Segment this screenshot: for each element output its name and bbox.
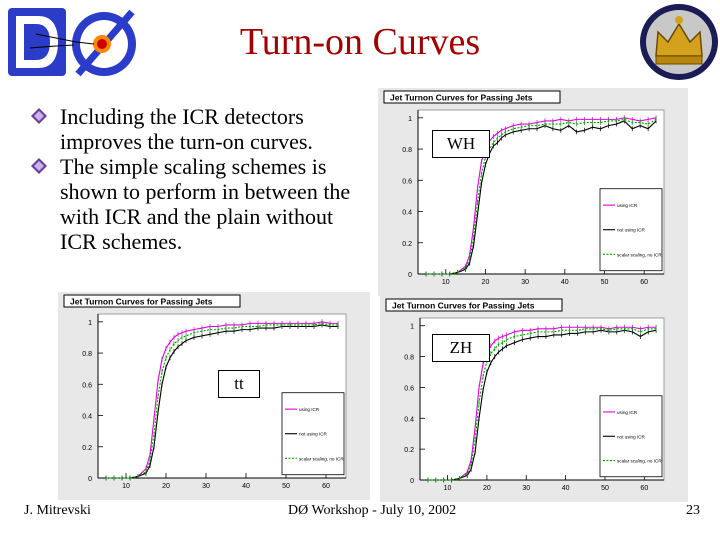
footer-event: DØ Workshop - July 10, 2002	[288, 503, 457, 518]
diamond-bullet-icon	[31, 108, 47, 124]
y-tick-label: 0.6	[82, 382, 92, 389]
bullet-text: Including the ICR detectors improves the…	[60, 104, 313, 154]
chart-tag-tt: tt	[218, 370, 260, 398]
y-tick-label: 0.4	[404, 416, 414, 423]
y-tick-label: 1	[408, 116, 412, 123]
x-tick-label: 60	[640, 279, 648, 286]
legend-label: not using ICR	[299, 432, 328, 437]
y-tick-label: 0.8	[402, 147, 412, 154]
chart-title-box	[385, 298, 563, 312]
x-tick-label: 20	[483, 485, 491, 492]
x-tick-label: 30	[521, 279, 529, 286]
slide-title: Turn-on Curves	[239, 21, 481, 63]
x-tick-label: 10	[444, 485, 452, 492]
legend-label: using ICR	[617, 203, 638, 208]
x-tick-label: 30	[522, 485, 530, 492]
y-tick-label: 0.4	[402, 210, 412, 217]
footer-page-number: 23	[686, 503, 700, 518]
x-tick-label: 40	[562, 485, 570, 492]
chart-panel-tt: Jet Turnon Curves for Passing Jets 0 0.2 0.…	[58, 292, 370, 500]
legend-label: scalar scaling, no ICR	[617, 459, 662, 464]
chart-title: Jet Turnon Curves for Passing Jets	[392, 301, 535, 311]
chart-tag-zh: ZH	[432, 334, 490, 362]
bullet-text: The simple scaling schemes is shown to p…	[60, 154, 351, 254]
series-line	[427, 328, 657, 481]
x-tick-label: 60	[322, 483, 330, 490]
chart-panel-zh: Jet Turnon Curves for Passing Jets 0 0.2 0.…	[380, 296, 688, 502]
legend-label: using ICR	[299, 407, 320, 412]
y-tick-label: 0.6	[402, 178, 412, 185]
y-tick-label: 0	[88, 476, 92, 483]
x-tick-label: 50	[282, 483, 290, 490]
chart-tag-wh: WH	[432, 130, 490, 158]
bullet-item: Including the ICR detectors improves the…	[28, 104, 368, 154]
d0-logo	[8, 8, 136, 77]
y-tick-label: 0	[410, 478, 414, 485]
x-tick-label: 10	[122, 483, 130, 490]
x-tick-label: 50	[601, 485, 609, 492]
footer-author: J. Mitrevski	[24, 503, 91, 518]
y-tick-label: 0.2	[82, 445, 92, 452]
legend-label: scalar scaling, no ICR	[299, 456, 344, 461]
x-tick-label: 30	[202, 483, 210, 490]
y-tick-label: 0	[408, 272, 412, 279]
legend-label: not using ICR	[617, 434, 646, 439]
y-tick-label: 1	[410, 324, 414, 331]
bullet-item: The simple scaling schemes is shown to p…	[28, 154, 368, 254]
y-tick-label: 0.4	[82, 414, 92, 421]
x-tick-label: 20	[482, 279, 490, 286]
chart-title-box	[383, 90, 561, 104]
x-tick-label: 40	[561, 279, 569, 286]
crest-logo	[640, 4, 718, 80]
y-tick-label: 0.6	[404, 385, 414, 392]
chart-tt: Jet Turnon Curves for Passing Jets 0 0.2 0.…	[63, 294, 347, 490]
chart-zh: Jet Turnon Curves for Passing Jets 0 0.2 0.…	[385, 298, 665, 492]
y-tick-label: 0.8	[82, 351, 92, 358]
y-tick-label: 0.2	[402, 241, 412, 248]
chart-title: Jet Turnon Curves for Passing Jets	[390, 93, 533, 103]
diamond-bullet-icon	[31, 158, 47, 174]
y-tick-label: 0.2	[404, 447, 414, 454]
chart-title-box	[63, 294, 241, 308]
y-tick-label: 0.8	[404, 355, 414, 362]
x-tick-label: 50	[601, 279, 609, 286]
x-tick-label: 20	[162, 483, 170, 490]
y-tick-label: 1	[88, 320, 92, 327]
x-tick-label: 60	[640, 485, 648, 492]
legend-label: using ICR	[617, 410, 638, 415]
chart-wh: Jet Turnon Curves for Passing Jets 0 0.2 0.…	[383, 90, 665, 286]
legend-label: scalar scaling, no ICR	[617, 252, 662, 257]
bullet-list: Including the ICR detectors improves the…	[28, 104, 368, 254]
legend-label: not using ICR	[617, 228, 646, 233]
x-tick-label: 40	[242, 483, 250, 490]
x-tick-label: 10	[442, 279, 450, 286]
chart-title: Jet Turnon Curves for Passing Jets	[70, 297, 213, 307]
chart-panel-wh: Jet Turnon Curves for Passing Jets 0 0.2 0.…	[378, 88, 688, 296]
